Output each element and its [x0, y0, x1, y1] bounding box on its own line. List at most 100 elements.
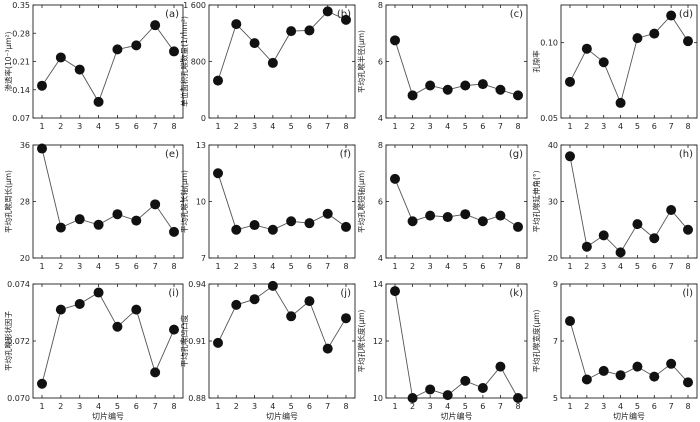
x-tick-label: 2	[234, 402, 239, 411]
data-point	[615, 247, 626, 258]
data-point	[112, 321, 123, 332]
data-point	[322, 208, 333, 219]
y-tick-label: 4	[378, 254, 383, 263]
data-point	[304, 296, 315, 307]
y-tick-label: 800	[191, 58, 206, 67]
series-line	[41, 148, 175, 233]
x-tick-label: 5	[635, 262, 640, 271]
series-line	[217, 173, 347, 231]
series-line	[569, 320, 689, 383]
x-tick-label: 5	[289, 122, 294, 131]
data-point	[93, 219, 104, 230]
data-point	[55, 304, 66, 315]
data-point	[442, 212, 453, 223]
x-axis-label: 切片编号	[266, 411, 298, 421]
data-point	[304, 218, 315, 229]
panel-b: 1 2 3 4 5 6 7 8 0 800 1 600 单位面积孔喉数量(1/mm²) (b)	[179, 1, 356, 131]
data-point	[632, 361, 643, 372]
x-tick-label: 7	[153, 262, 158, 271]
x-tick-label: 7	[325, 402, 330, 411]
data-point	[460, 209, 471, 220]
data-point	[390, 286, 400, 297]
y-tick-label: 0.91	[188, 337, 206, 346]
x-tick-label: 3	[428, 122, 433, 131]
data-point	[407, 216, 418, 227]
data-point	[37, 80, 47, 91]
x-tick-label: 8	[515, 122, 520, 131]
x-tick-label: 2	[584, 262, 589, 271]
data-point	[112, 44, 123, 55]
data-point	[598, 57, 609, 68]
x-tick-label: 8	[685, 262, 690, 271]
x-tick-label: 1	[39, 262, 44, 271]
x-tick-label: 1	[392, 262, 397, 271]
plot-frame	[385, 4, 528, 119]
x-tick-label: 3	[252, 402, 257, 411]
data-point	[615, 97, 626, 108]
data-point	[460, 375, 471, 386]
panel-label: (b)	[337, 9, 351, 20]
x-tick-label: 5	[115, 122, 120, 131]
x-tick-label: 5	[115, 402, 120, 411]
x-tick-label: 6	[134, 262, 139, 271]
data-point	[477, 216, 488, 227]
x-tick-label: 3	[601, 122, 606, 131]
x-tick-label: 7	[669, 122, 674, 131]
data-point	[169, 226, 179, 237]
data-point	[407, 393, 418, 403]
plot-frame	[208, 144, 356, 259]
data-point	[425, 210, 436, 221]
series-line	[569, 156, 689, 254]
y-tick-label: 0.07	[12, 114, 30, 123]
x-tick-label: 3	[77, 402, 82, 411]
x-tick-label: 4	[270, 402, 275, 411]
data-point	[37, 143, 47, 154]
x-tick-label: 7	[153, 122, 158, 131]
x-tick-label: 8	[343, 402, 348, 411]
y-tick-label: 0.88	[188, 394, 206, 403]
x-tick-label: 1	[39, 402, 44, 411]
data-point	[231, 224, 242, 235]
x-tick-label: 4	[445, 262, 450, 271]
x-tick-label: 1	[392, 122, 397, 131]
x-tick-label: 5	[463, 402, 468, 411]
plot-frame	[560, 144, 698, 259]
y-tick-label: 7	[553, 337, 558, 346]
x-tick-label: 2	[410, 402, 415, 411]
x-tick-label: 4	[445, 402, 450, 411]
panel-c: 1 2 3 4 5 6 7 8 4 6 8 平均孔喉半径(μm) (c)	[356, 1, 528, 131]
x-tick-label: 1	[215, 122, 220, 131]
x-tick-label: 2	[58, 262, 63, 271]
data-point	[390, 173, 400, 184]
data-point	[249, 38, 260, 49]
panel-label: (k)	[509, 288, 523, 299]
x-tick-label: 4	[618, 262, 623, 271]
x-tick-label: 4	[618, 402, 623, 411]
x-tick-label: 3	[428, 402, 433, 411]
x-tick-label: 4	[96, 262, 101, 271]
data-point	[55, 222, 66, 233]
x-tick-label: 7	[498, 122, 503, 131]
x-tick-label: 6	[652, 262, 657, 271]
data-point	[442, 390, 453, 401]
data-point	[249, 294, 260, 305]
x-tick-label: 4	[270, 262, 275, 271]
data-point	[267, 224, 278, 235]
panel-e: 1 2 3 4 5 6 7 8 20 28 36 平均孔喉周长(μm) (e)	[3, 141, 184, 271]
x-tick-label: 3	[77, 262, 82, 271]
y-axis-label: 平均孔喉短轴(μm)	[356, 170, 366, 233]
data-point	[231, 299, 242, 310]
x-axis-label: 切片编号	[92, 411, 124, 421]
data-point	[683, 377, 693, 388]
data-point	[322, 6, 333, 17]
data-point	[513, 221, 523, 232]
plot-frame	[32, 283, 184, 399]
data-point	[150, 199, 161, 210]
series-line	[569, 14, 689, 105]
plot-frame	[32, 144, 184, 259]
x-tick-label: 6	[307, 122, 312, 131]
x-tick-label: 2	[410, 262, 415, 271]
y-tick-label: 36	[20, 141, 30, 150]
